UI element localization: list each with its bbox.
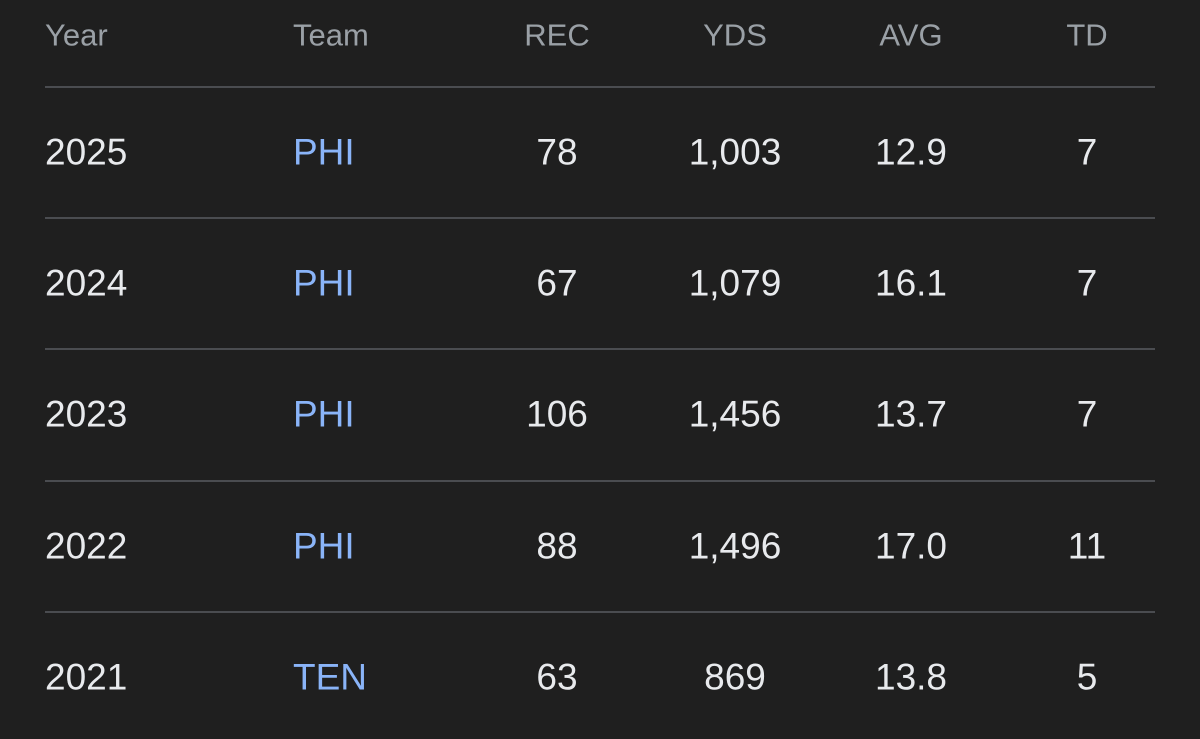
stat-cell: 7 [1076, 393, 1098, 435]
column-header: TD [1066, 17, 1108, 53]
stat-cell: 869 [704, 656, 766, 698]
stat-cell: 106 [526, 393, 588, 435]
stat-cell: 13.8 [874, 656, 948, 698]
stat-cell: 1,079 [688, 262, 782, 304]
stat-cell: 2021 [45, 656, 128, 698]
stat-cell: 5 [1076, 656, 1098, 698]
team-link[interactable]: PHI [293, 525, 355, 567]
stat-cell: 2023 [45, 393, 128, 435]
stat-cell: 78 [536, 131, 578, 173]
stat-cell: 7 [1076, 262, 1098, 304]
stat-cell: 11 [1067, 525, 1107, 567]
stat-cell: 88 [536, 525, 578, 567]
stat-cell: 17.0 [874, 525, 948, 567]
stat-cell: 1,456 [688, 393, 782, 435]
row-divider [45, 479, 1155, 482]
team-link[interactable]: PHI [293, 393, 355, 435]
column-header: Team [293, 17, 369, 53]
stat-cell: 16.1 [874, 262, 948, 304]
stat-cell: 12.9 [874, 131, 948, 173]
stat-cell: 2025 [45, 131, 128, 173]
stat-cell: 1,496 [688, 525, 782, 567]
team-link[interactable]: TEN [293, 656, 367, 698]
stat-cell: 1,003 [688, 131, 782, 173]
stat-cell: 2022 [45, 525, 128, 567]
row-divider [45, 86, 1155, 88]
stat-cell: 13.7 [874, 393, 948, 435]
column-header: REC [524, 17, 590, 53]
stat-cell: 2024 [45, 262, 128, 304]
stat-cell: 63 [536, 656, 578, 698]
column-header: AVG [879, 17, 943, 53]
row-divider [45, 348, 1155, 351]
team-link[interactable]: PHI [293, 262, 355, 304]
stat-cell: 7 [1076, 131, 1098, 173]
stat-cell: 67 [536, 262, 578, 304]
column-header: Year [45, 17, 108, 53]
column-header: YDS [703, 17, 767, 53]
row-divider [45, 610, 1155, 613]
row-divider [45, 217, 1155, 220]
team-link[interactable]: PHI [293, 131, 355, 173]
